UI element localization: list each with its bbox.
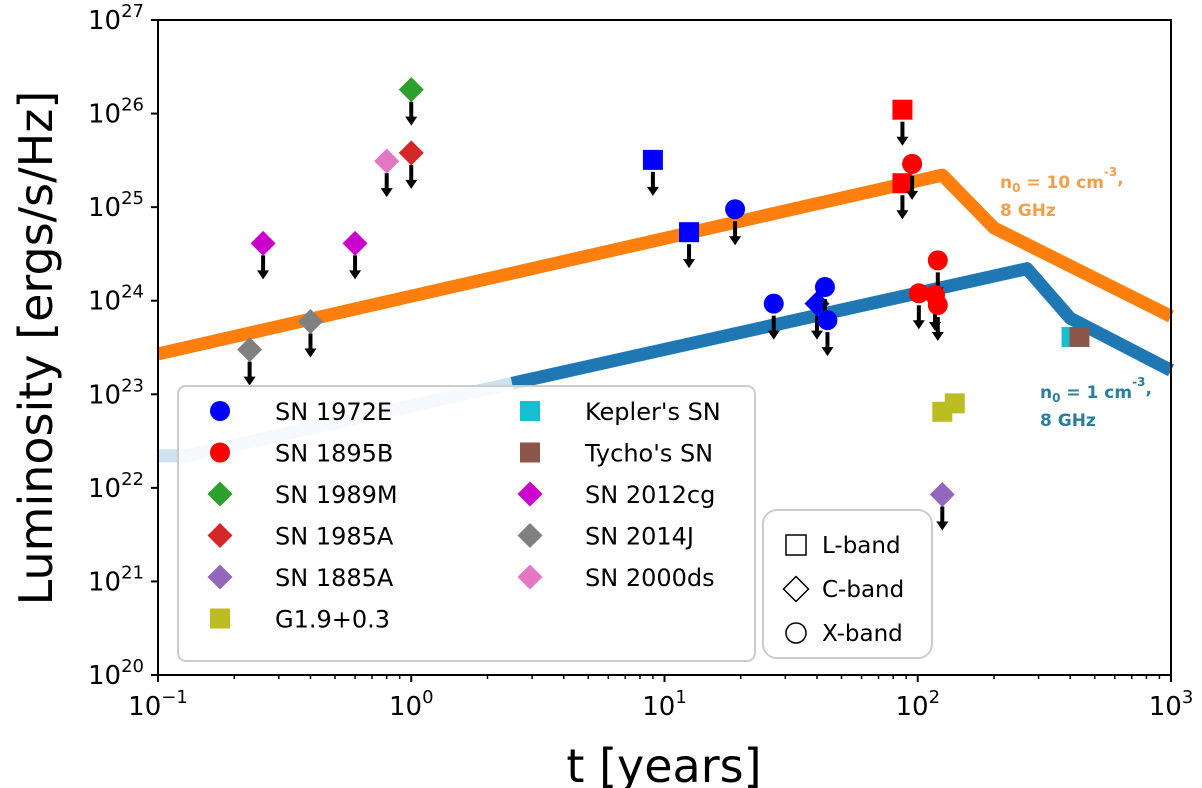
legend-label-sn-1895b: SN 1895B — [275, 440, 393, 468]
x-tick-label: 100 — [389, 687, 434, 722]
upper-limit-arrow-head — [821, 347, 834, 357]
legend-marker-sn-1885a — [207, 564, 233, 590]
point-sn-1972e-6 — [679, 222, 700, 243]
point-sn-1989m-0 — [398, 77, 424, 103]
upper-limit-arrow-head — [683, 259, 696, 269]
point-g1-9-0-3-1 — [944, 393, 965, 414]
legend-marker-g1-9-0-3 — [210, 608, 230, 629]
x-tick-label: 103 — [1149, 687, 1194, 722]
point-sn-2014j-0 — [237, 337, 263, 363]
upper-limit-arrow-head — [896, 210, 909, 220]
y-tick-label: 1027 — [88, 1, 144, 36]
y-tick-label: 1025 — [88, 188, 144, 223]
x-tick-label: 101 — [642, 687, 687, 722]
legend-label-sn-1989m: SN 1989M — [275, 481, 398, 509]
upper-limit-arrow-head — [646, 186, 659, 196]
legend-label-sn-1972e: SN 1972E — [275, 398, 392, 426]
curve-label-blue-freq: 8 GHz — [1040, 411, 1096, 431]
legend-label-sn-1885a: SN 1885A — [275, 564, 394, 592]
upper-limit-arrow-head — [729, 236, 742, 246]
curve-labels: n0 = 10 cm-3, 8 GHz n0 = 1 cm-3, 8 GHz — [1000, 165, 1152, 431]
legend-label-tycho-s-sn: Tycho's SN — [584, 440, 713, 468]
point-sn-2000ds-0 — [374, 148, 400, 174]
legend-marker-sn-2014j — [517, 523, 543, 548]
point-sn-1972e-5 — [642, 149, 663, 170]
legend-marker-sn-1989m — [207, 481, 233, 507]
curve-label-orange-freq: 8 GHz — [1000, 201, 1056, 221]
legend-label-sn-2014j: SN 2014J — [585, 523, 694, 551]
band-label-c-band: C-band — [822, 577, 904, 603]
y-tick-label: 1026 — [88, 95, 144, 130]
point-sn-2012cg-1 — [342, 230, 368, 256]
point-sn-1895b-0 — [892, 99, 913, 120]
upper-limit-arrow-head — [349, 270, 362, 280]
upper-limit-arrow-head — [931, 331, 944, 341]
y-tick-label: 1021 — [88, 562, 144, 597]
upper-limit-arrow-head — [243, 376, 256, 386]
upper-limit-arrow-head — [810, 330, 823, 340]
upper-limit-arrow-head — [405, 179, 418, 189]
point-sn-2014j-1 — [297, 308, 323, 334]
x-tick-label: 10−1 — [128, 687, 188, 722]
point-sn-1895b-2 — [902, 153, 923, 174]
point-sn-1972e-0 — [725, 199, 746, 220]
point-sn-1885a-0 — [929, 481, 955, 507]
upper-limit-arrow-head — [405, 116, 418, 126]
legend-marker-sn-1985a — [207, 523, 233, 548]
y-axis-title: Luminosity [ergs/s/Hz] — [9, 91, 63, 606]
band-label-l-band: L-band — [822, 533, 901, 559]
legend-label-sn-2012cg: SN 2012cg — [585, 481, 715, 509]
legend-marker-sn-2000ds — [517, 564, 543, 590]
point-sn-1895b-3 — [927, 250, 948, 271]
model-curve-orange — [156, 168, 1174, 361]
series-legend-frame — [177, 385, 756, 662]
upper-limit-arrow-head — [896, 136, 909, 146]
y-tick-label: 1020 — [88, 656, 144, 691]
point-sn-2012cg-0 — [250, 230, 276, 256]
y-tick-label: 1022 — [88, 469, 144, 504]
upper-limit-arrow-head — [936, 521, 949, 531]
series-legend: SN 1972E SN 1895B SN 1989M SN 1985A SN 1885A… — [177, 385, 756, 662]
band-label-x-band: X-band — [822, 621, 903, 647]
upper-limit-arrow-head — [767, 330, 780, 340]
curve-label-orange: n0 = 10 cm-3, — [1000, 165, 1124, 195]
point-sn-1972e-4 — [817, 310, 838, 331]
legend-label-g1-9-0-3: G1.9+0.3 — [275, 606, 390, 634]
point-sn-1972e-1 — [763, 293, 784, 314]
band-marker-l-band — [785, 534, 807, 556]
point-sn-1972e-3 — [814, 277, 835, 298]
point-sn-1985a-0 — [398, 140, 424, 166]
legend-marker-sn-2012cg — [517, 481, 543, 507]
y-tick-label: 1023 — [88, 375, 144, 410]
upper-limit-arrow-head — [906, 190, 919, 200]
legend-label-sn-1985a: SN 1985A — [275, 523, 394, 551]
data-points — [237, 77, 1090, 531]
band-legend: L-band C-band X-band — [762, 509, 933, 659]
x-tick-label: 102 — [895, 687, 940, 722]
legend-marker-tycho-s-sn — [520, 442, 540, 463]
curve-label-blue: n0 = 1 cm-3, — [1040, 375, 1152, 405]
upper-limit-arrow-head — [257, 270, 270, 280]
upper-limit-arrow-head — [380, 188, 393, 198]
point-sn-1895b-1 — [892, 173, 913, 194]
axis-ticks: 10−1 100 101 102 103 1020 1021 1022 1023 1024 1025… — [88, 1, 1193, 722]
model-curve-blue — [510, 262, 1174, 390]
legend-label-kepler-s-sn: Kepler's SN — [585, 398, 721, 426]
upper-limit-arrow-head — [304, 348, 317, 358]
y-tick-label: 1024 — [88, 282, 144, 317]
band-marker-x-band — [785, 622, 807, 644]
upper-limit-arrow-head — [912, 320, 925, 330]
x-axis-title: t [years] — [566, 739, 761, 788]
band-marker-c-band — [782, 575, 810, 603]
point-sn-1895b-4 — [908, 283, 929, 304]
legend-label-sn-2000ds: SN 2000ds — [585, 564, 715, 592]
point-tycho-s-sn-0 — [1069, 326, 1090, 347]
legend-marker-sn-1972e — [210, 401, 230, 421]
legend-marker-sn-1895b — [210, 442, 230, 463]
point-sn-1895b-6 — [927, 294, 948, 315]
legend-marker-kepler-s-sn — [520, 401, 540, 421]
